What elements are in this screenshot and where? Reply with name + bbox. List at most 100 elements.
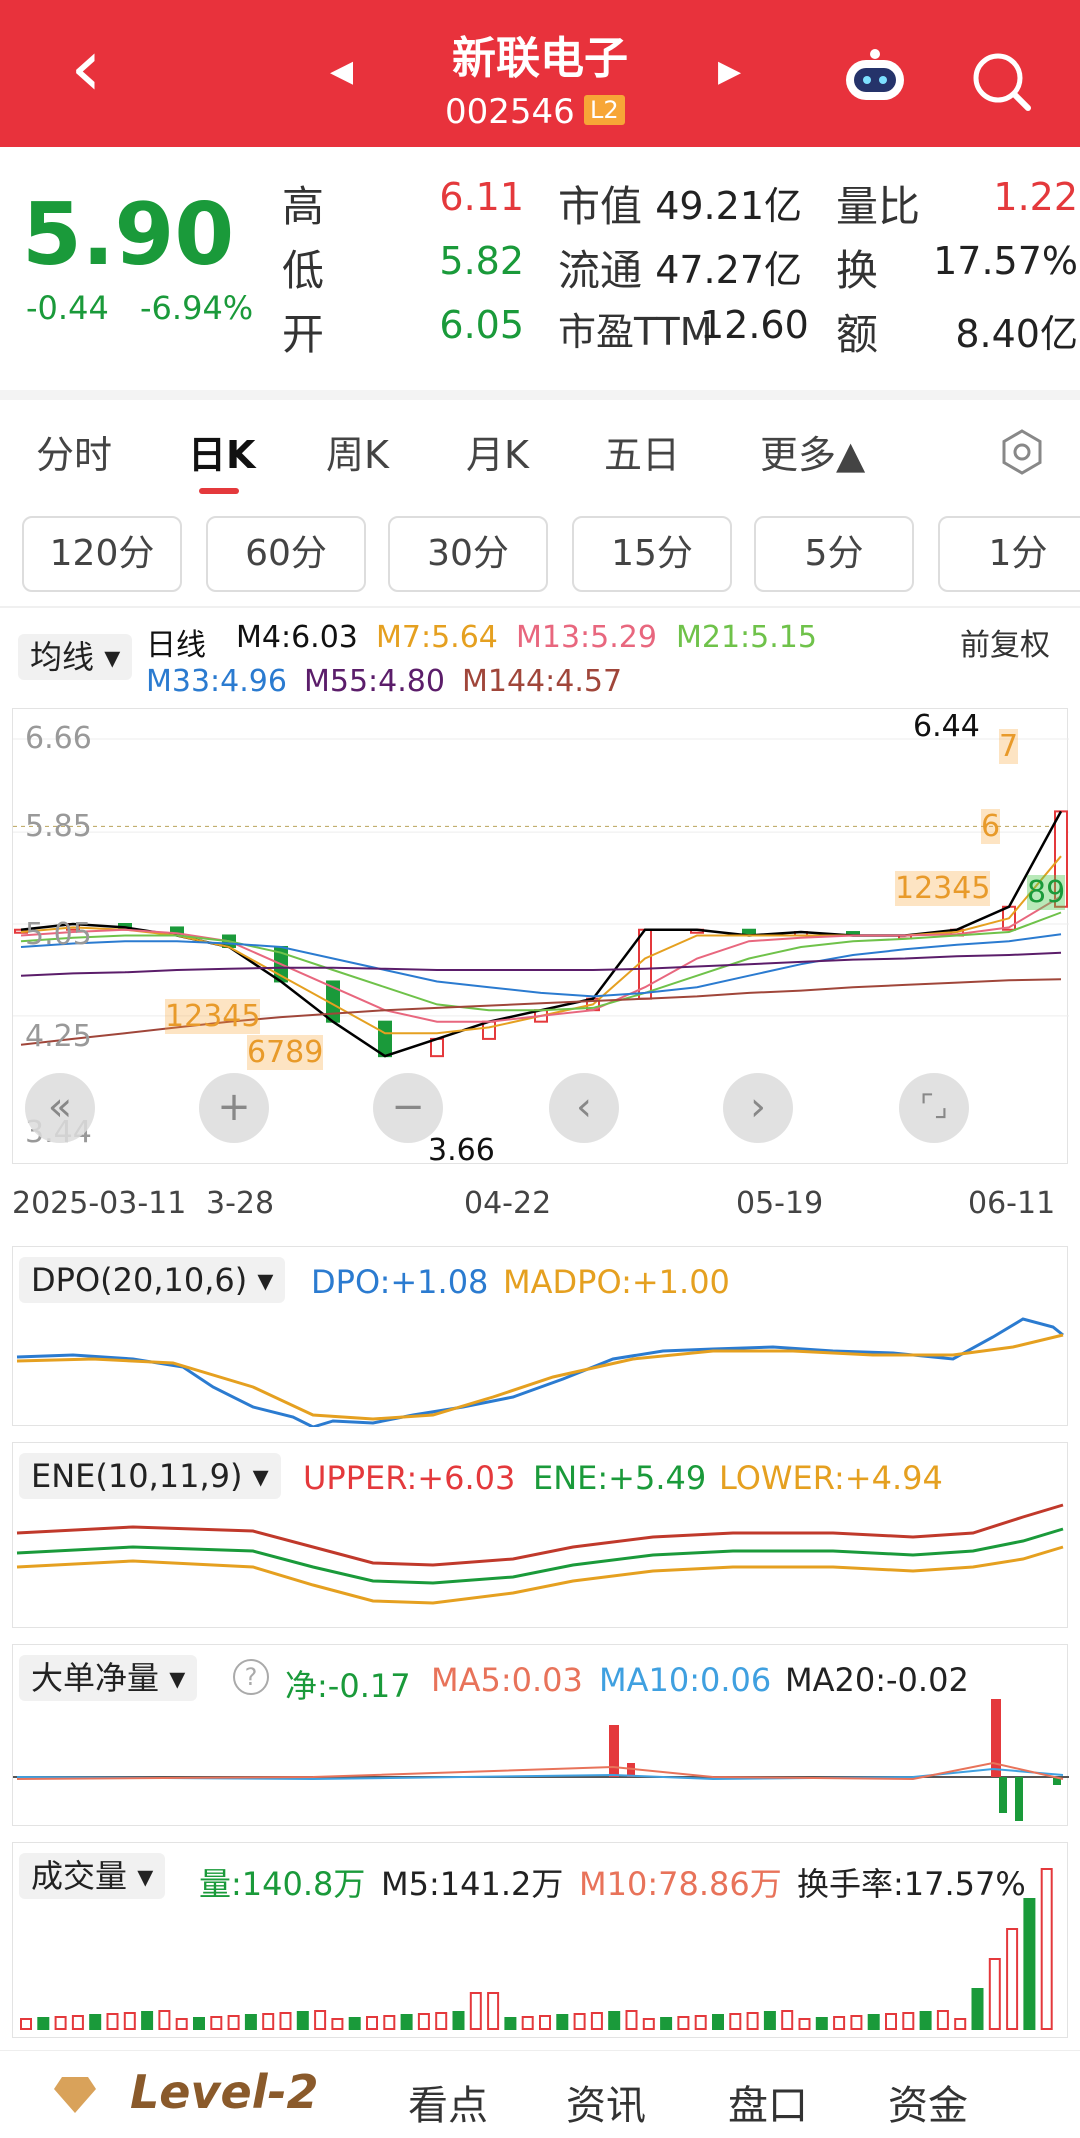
ma-selector-label: 均线 xyxy=(30,638,95,676)
price-change-pct: -6.94% xyxy=(140,289,254,327)
mktcap-value: 49.21亿 xyxy=(655,184,802,228)
legend-m33: M33:4.96 xyxy=(146,664,287,699)
scroll-left-button[interactable]: ‹ xyxy=(549,1073,619,1143)
period-30m[interactable]: 30分 xyxy=(388,516,548,592)
indicator-selector-volume[interactable]: 成交量 ▾ xyxy=(19,1853,166,1899)
tab-weekly-k[interactable]: 周K xyxy=(326,433,389,477)
volume-chart xyxy=(20,1868,1053,2030)
volume-bar xyxy=(54,2016,67,2030)
legend-period: 日线 xyxy=(146,628,206,663)
volume-bar xyxy=(123,2012,136,2030)
volume-selector-label: 成交量 xyxy=(31,1857,128,1895)
legend-m4: M4:6.03 xyxy=(236,620,358,655)
zoom-out-button[interactable]: − xyxy=(373,1073,443,1143)
volume-bar xyxy=(193,2017,205,2030)
volume-bar xyxy=(487,1992,500,2030)
help-icon[interactable]: ? xyxy=(233,1659,269,1695)
stock-code: 002546 xyxy=(445,92,575,132)
pe-value: 12.60 xyxy=(700,303,809,347)
indicator-selector-ma[interactable]: 均线 ▾ xyxy=(18,634,133,680)
open-value: 6.05 xyxy=(439,303,524,347)
nav-news[interactable]: 资讯 xyxy=(566,2083,646,2129)
big-order-panel: 大单净量 ▾ ? 净:-0.17 MA5:0.03 MA10:0.06 MA20… xyxy=(12,1644,1069,1826)
level2-badge: L2 xyxy=(584,95,625,125)
volume-bar xyxy=(417,2013,430,2030)
volume-bar xyxy=(141,2011,154,2030)
volume-bar xyxy=(175,2018,188,2030)
volume-m10: M10:78.86万 xyxy=(579,1865,782,1903)
search-icon[interactable] xyxy=(970,50,1032,112)
zoom-in-button[interactable]: + xyxy=(199,1073,269,1143)
robot-icon[interactable] xyxy=(842,48,908,104)
next-stock-icon[interactable]: ▶ xyxy=(718,54,742,89)
tab-five-day[interactable]: 五日 xyxy=(604,433,681,477)
ene-mid-value: ENE:+5.49 xyxy=(533,1459,707,1497)
indicator-selector-ene[interactable]: ENE(10,11,9) ▾ xyxy=(19,1453,281,1499)
x-label: 3-28 xyxy=(206,1186,275,1221)
bigorder-ma20: MA20:-0.02 xyxy=(785,1661,969,1699)
period-60m[interactable]: 60分 xyxy=(206,516,366,592)
volume-bar xyxy=(1023,1898,1036,2030)
indicator-selector-dpo[interactable]: DPO(20,10,6) ▾ xyxy=(19,1257,286,1303)
volume-bar xyxy=(971,1988,984,2030)
settings-icon[interactable] xyxy=(998,428,1046,476)
high-marker: 6.44 xyxy=(913,709,980,744)
ene-chart xyxy=(16,1503,1064,1605)
bigorder-net: 净:-0.17 xyxy=(285,1667,411,1705)
volume-bar xyxy=(815,2017,828,2030)
period-15m[interactable]: 15分 xyxy=(572,516,732,592)
turnover-label: 换 xyxy=(836,246,879,295)
legend-m13: M13:5.29 xyxy=(516,620,657,655)
rewind-button[interactable]: « xyxy=(25,1073,95,1143)
period-5m[interactable]: 5分 xyxy=(754,516,914,592)
kline-panel[interactable]: 6.66 5.85 5.05 4.25 3.44 6.44 3.66 12345… xyxy=(12,708,1069,1168)
volume-bar xyxy=(867,2014,880,2030)
bigorder-ma5: MA5:0.03 xyxy=(431,1661,583,1699)
scroll-right-button[interactable]: › xyxy=(723,1073,793,1143)
ma-line-m55 xyxy=(20,951,1062,977)
fullscreen-button[interactable]: ⌜⌟ xyxy=(899,1073,969,1143)
x-label: 04-22 xyxy=(464,1186,552,1221)
kline-chart xyxy=(13,738,1069,1058)
nav-funds[interactable]: 资金 xyxy=(888,2083,968,2129)
prev-stock-icon[interactable]: ◀ xyxy=(330,54,354,89)
volume-bar xyxy=(1040,1868,1053,2030)
volume-bar xyxy=(469,1992,482,2030)
active-tab-indicator xyxy=(199,488,239,494)
y-label: 5.05 xyxy=(25,917,92,952)
volume-bar xyxy=(1006,1928,1019,2030)
period-120m[interactable]: 120分 xyxy=(22,516,182,592)
indicator-selector-bigorder[interactable]: 大单净量 ▾ xyxy=(19,1655,198,1701)
back-icon[interactable]: ‹ xyxy=(70,21,102,114)
volume-bar xyxy=(504,2017,517,2030)
tab-monthly-k[interactable]: 月K xyxy=(466,433,529,477)
ma-line-m144 xyxy=(20,978,1062,1046)
price-change: -0.44 xyxy=(26,289,109,327)
madpo-value: MADPO:+1.00 xyxy=(503,1263,730,1301)
adjust-mode[interactable]: 前复权 xyxy=(960,628,1050,663)
volume-bar xyxy=(20,2018,32,2030)
stock-name: 新联电子 xyxy=(452,33,628,84)
volume-panel: 成交量 ▾ 量:140.8万 M5:141.2万 M10:78.86万 换手率:… xyxy=(12,1842,1068,2038)
x-label: 2025-03-11 xyxy=(12,1186,187,1221)
tab-daily-k[interactable]: 日K xyxy=(188,433,256,477)
legend-m21: M21:5.15 xyxy=(676,620,817,655)
tab-timeshare[interactable]: 分时 xyxy=(36,433,113,477)
float-label: 流通 xyxy=(558,246,643,295)
volume-bar xyxy=(763,2011,776,2030)
volume-bar xyxy=(902,2012,915,2030)
nav-highlights[interactable]: 看点 xyxy=(408,2083,488,2129)
volume-bar xyxy=(954,2018,967,2030)
x-label: 06-11 xyxy=(968,1186,1056,1221)
volume-bar xyxy=(556,2014,569,2030)
tab-more[interactable]: 更多▲ xyxy=(760,433,866,477)
seq-count-d: 6 xyxy=(981,809,1001,844)
ene-lower-value: LOWER:+4.94 xyxy=(719,1459,943,1497)
nav-orderbook[interactable]: 盘口 xyxy=(728,2083,808,2129)
last-price: 5.90 xyxy=(22,185,235,285)
dpo-selector-label: DPO(20,10,6) xyxy=(31,1261,248,1299)
period-1m[interactable]: 1分 xyxy=(938,516,1080,592)
volume-m5: M5:141.2万 xyxy=(381,1865,564,1903)
volume-bar xyxy=(244,2014,257,2030)
level2-link[interactable]: Level-2 xyxy=(130,2065,319,2119)
